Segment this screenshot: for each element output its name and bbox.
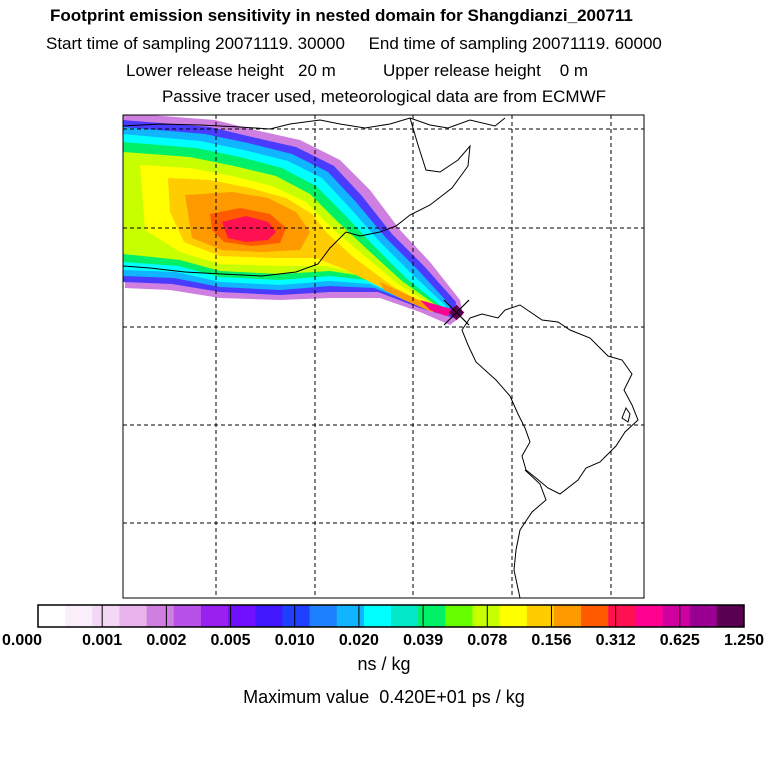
colorbar-tick-label: 0.002 — [146, 632, 186, 649]
coastline-inlet — [513, 469, 547, 598]
colorbar-segment — [65, 605, 93, 627]
plume-tail-hot — [420, 300, 456, 316]
colorbar-ticks: 0.000 0.001 0.002 0.005 0.010 0.020 0.039 0.078… — [2, 632, 764, 649]
plume-level-11 — [222, 216, 276, 242]
colorbar-segment — [119, 605, 148, 627]
colorbar-segment — [418, 605, 446, 627]
colorbar-tick-label: 0.020 — [339, 632, 379, 649]
colorbar-segment — [255, 605, 283, 627]
coastlines — [123, 117, 639, 598]
colorbar-segment — [173, 605, 202, 627]
colorbar-segment — [581, 605, 609, 627]
colorbar-tick-label: 0.000 — [2, 632, 42, 649]
colorbar-segment — [309, 605, 338, 627]
coastline-north — [123, 117, 506, 130]
colorbar-segment — [472, 605, 501, 627]
colorbar-tick-label: 0.078 — [467, 632, 507, 649]
island-outline — [621, 406, 631, 423]
colorbar-segment — [146, 605, 175, 627]
sampling-time-line: Start time of sampling 20071119. 30000 E… — [46, 34, 662, 53]
colorbar-segment — [336, 605, 365, 627]
colorbar-tick-label: 0.312 — [596, 632, 636, 649]
colorbar-segment — [363, 605, 392, 627]
coastline-south — [461, 304, 639, 495]
colorbar-segment — [662, 605, 691, 627]
colorbar-frame — [37, 604, 745, 628]
colorbar-segment — [553, 605, 582, 627]
receptor-marker — [443, 299, 470, 326]
colorbar-tick-label: 0.010 — [275, 632, 315, 649]
colorbar-segment — [38, 605, 66, 627]
colorbar-tick-label: 0.005 — [211, 632, 251, 649]
colorbar-segment — [499, 605, 528, 627]
colorbar-units: ns / kg — [357, 654, 411, 674]
colorbar-segment — [391, 605, 419, 627]
max-value-label: Maximum value 0.420E+01 ps / kg — [243, 687, 525, 707]
tracer-info-line: Passive tracer used, meteorological data… — [161, 87, 607, 106]
map-frame — [122, 114, 645, 599]
colorbar-segment — [716, 605, 745, 627]
colorbar-segment — [282, 605, 310, 627]
colorbar-tick-label: 1.250 — [724, 632, 764, 649]
colorbar-tick-label: 0.156 — [531, 632, 571, 649]
colorbar-segment — [635, 605, 663, 627]
lat-lon-grid — [123, 115, 644, 598]
colorbar-segment — [92, 605, 120, 627]
colorbar-segment — [228, 605, 256, 627]
colorbar-segment — [445, 605, 473, 627]
colorbar-tick-label: 0.001 — [82, 632, 122, 649]
colorbar-tick-label: 0.039 — [403, 632, 443, 649]
plot-title: Footprint emission sensitivity in nested… — [50, 6, 633, 25]
colorbar-segment — [200, 605, 229, 627]
release-height-line: Lower release height 20 m Upper release … — [126, 61, 589, 80]
footprint-plume — [123, 115, 463, 325]
colorbar-tick-label: 0.625 — [660, 632, 700, 649]
colorbar-segment — [689, 605, 718, 627]
coastline-peninsula — [123, 117, 471, 277]
colorbar-segment — [526, 605, 555, 627]
colorbar — [37, 604, 745, 628]
colorbar-segment — [608, 605, 636, 627]
